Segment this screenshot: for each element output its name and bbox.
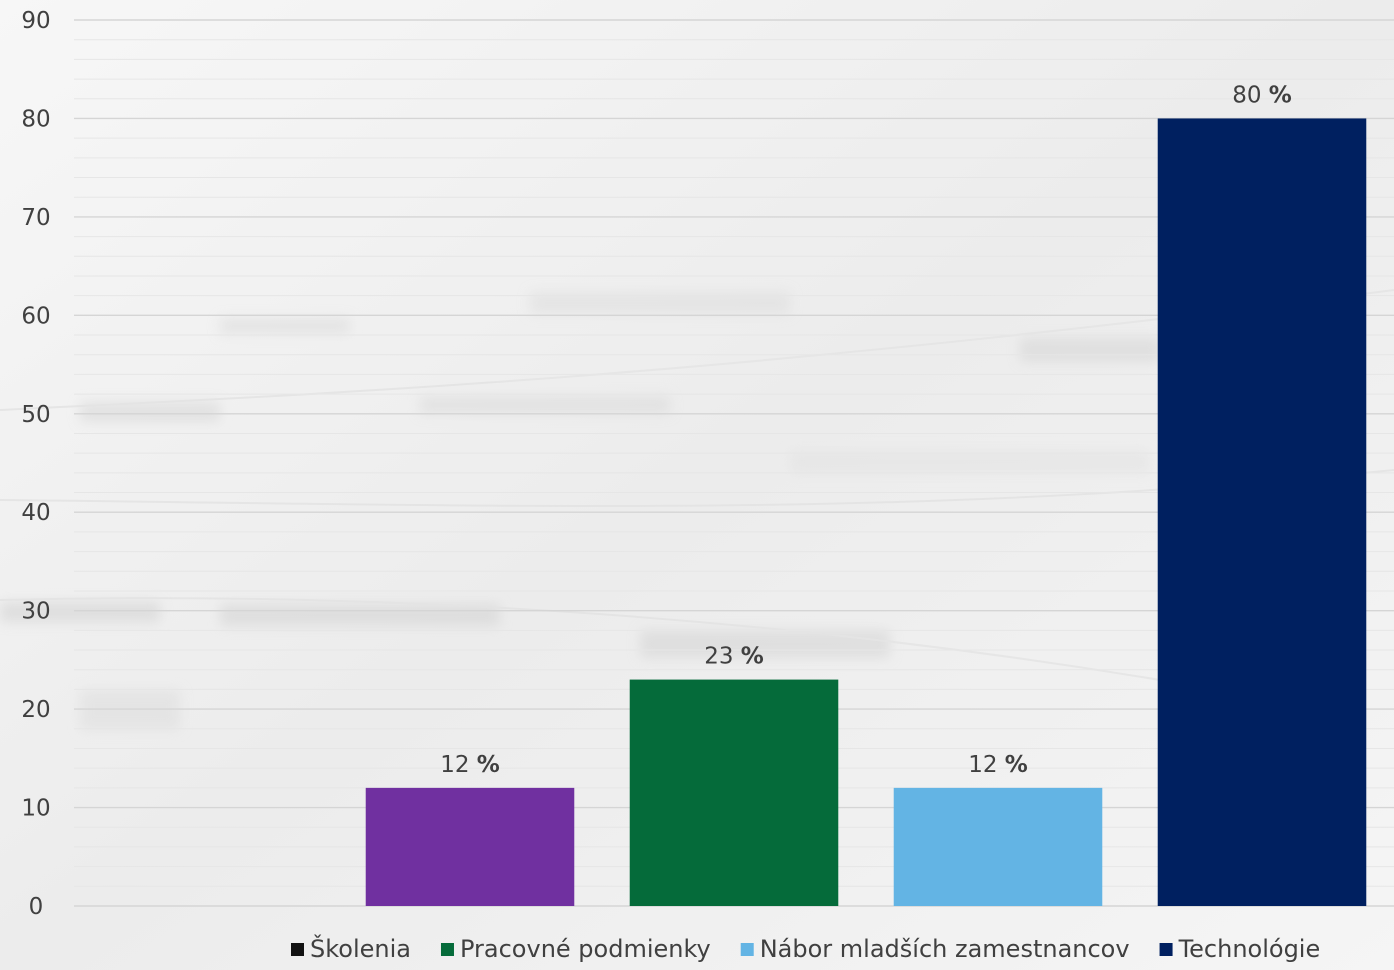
legend-item-label: Nábor mladších zamestnancov [760, 935, 1130, 963]
legend-swatch [1159, 943, 1173, 956]
data-label: 12 % [968, 752, 1028, 778]
y-tick-label: 60 [21, 303, 50, 329]
legend-swatch [440, 943, 454, 956]
bar [893, 787, 1103, 906]
bars [365, 118, 1367, 906]
y-axis-tick-labels: 0 10 20 30 40 50 60 70 80 90 [21, 8, 50, 920]
y-tick-label: 0 [29, 894, 44, 920]
data-label: 12 % [440, 752, 500, 778]
legend-swatch [740, 943, 754, 956]
y-tick-label: 50 [21, 402, 50, 428]
y-tick-label: 80 [21, 106, 50, 132]
y-tick-label: 10 [21, 796, 50, 822]
bar [365, 787, 575, 906]
legend: Školenia Pracovné podmienky Nábor mladších… [291, 933, 1320, 963]
legend-item-label: Technológie [1178, 935, 1321, 963]
legend-swatch [291, 943, 304, 956]
y-tick-label: 90 [21, 8, 50, 34]
y-tick-label: 70 [21, 205, 50, 231]
legend-item-label: Pracovné podmienky [460, 935, 711, 963]
bar [1157, 118, 1367, 906]
y-tick-label: 30 [21, 599, 50, 625]
data-label: 23 % [704, 644, 764, 670]
y-tick-label: 40 [21, 500, 50, 526]
bar [629, 679, 839, 906]
legend-item-label: Školenia [310, 933, 411, 963]
y-tick-label: 20 [21, 697, 50, 723]
data-labels: 12 % 23 % 12 % 80 % [440, 82, 1292, 777]
data-label: 80 % [1232, 82, 1292, 108]
